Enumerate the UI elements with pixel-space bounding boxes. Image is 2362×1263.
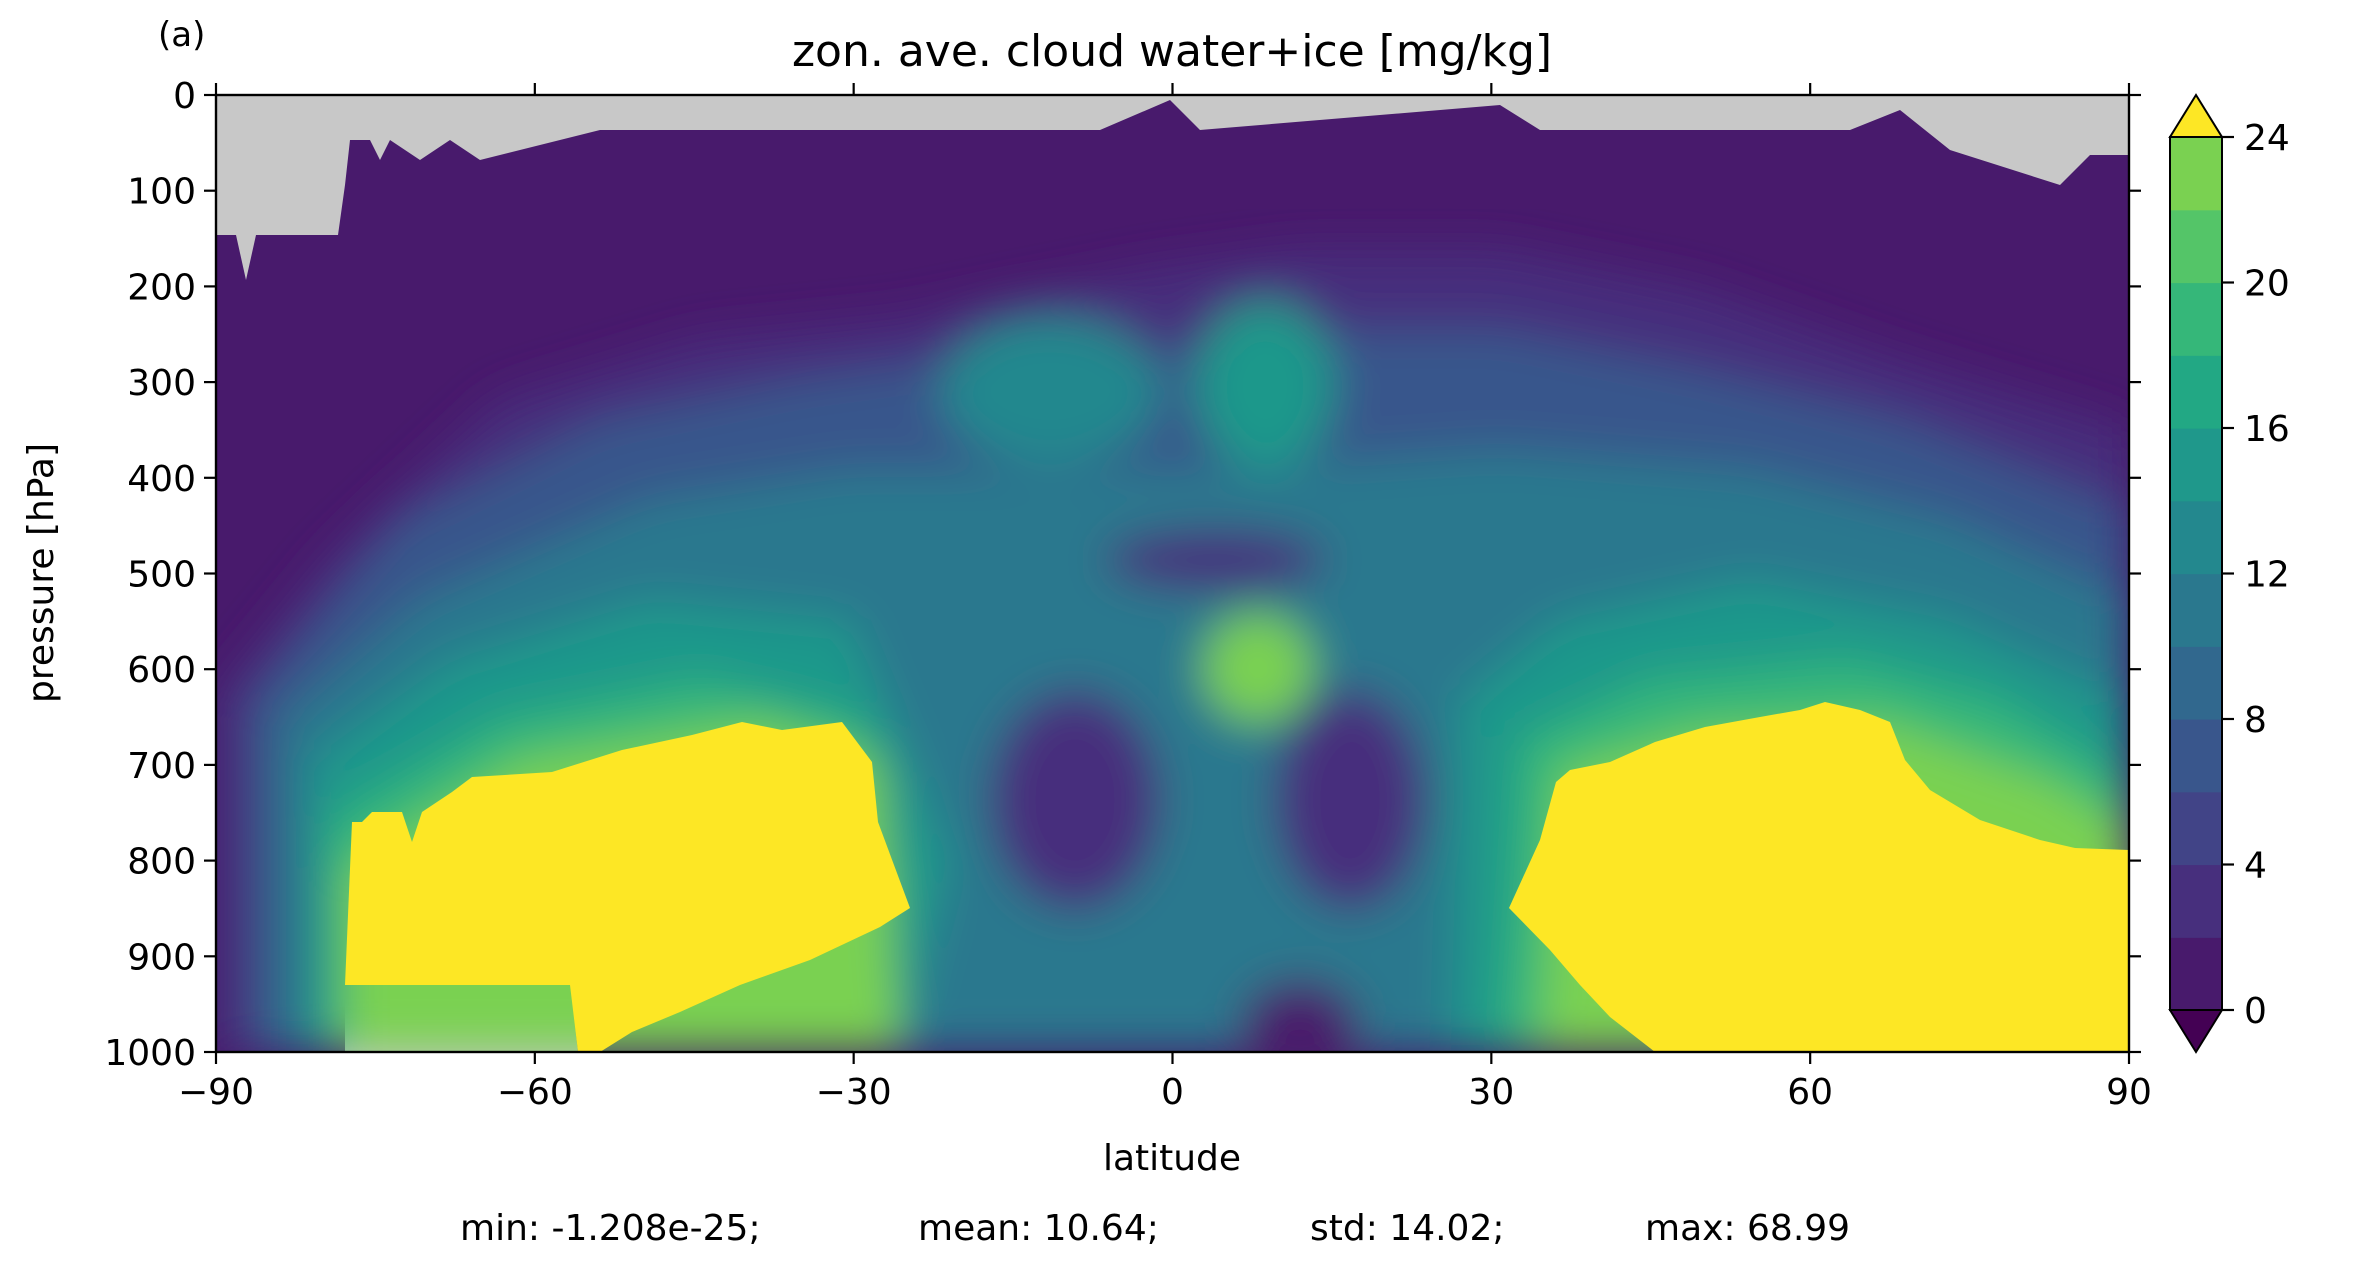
colorbar-tick-label: 24 <box>2244 118 2290 159</box>
upper-maximum-central <box>1195 300 1335 470</box>
y-tick-label: 400 <box>127 459 196 500</box>
colorbar-tick-label: 8 <box>2244 700 2267 741</box>
colorbar-tick-label: 4 <box>2244 846 2267 887</box>
y-tick-label: 1000 <box>104 1033 196 1074</box>
colorbar-band <box>2170 209 2222 284</box>
lower-minimum-west <box>990 690 1160 910</box>
x-tick-label: −30 <box>816 1072 892 1113</box>
colorbar-band <box>2170 937 2222 1011</box>
surface-minimum <box>1240 980 1360 1052</box>
y-axis: 0 100 200 300 400 500 600 700 800 900 1000 <box>104 76 2141 1074</box>
upper-maximum-west <box>940 315 1160 465</box>
colorbar-extend-min <box>2168 1009 2224 1054</box>
figure: (a) zon. ave. cloud water+ice [mg/kg] <box>21 15 2290 1179</box>
y-tick-label: 200 <box>127 267 196 308</box>
colorbar-band <box>2170 573 2222 647</box>
stat-std: std: 14.02; <box>1310 1208 1505 1249</box>
colorbar-band <box>2170 864 2222 938</box>
x-tick-label: −90 <box>178 1072 254 1113</box>
chart-title: zon. ave. cloud water+ice [mg/kg] <box>792 26 1552 77</box>
x-axis-label: latitude <box>1103 1138 1241 1179</box>
x-tick-label: 60 <box>1787 1072 1833 1113</box>
y-tick-label: 700 <box>127 746 196 787</box>
colorbar-tick-label: 20 <box>2244 264 2290 305</box>
summary-statistics: min: -1.208e-25; mean: 10.64; std: 14.02… <box>0 1208 2362 1258</box>
southern-maximum-region <box>345 722 910 1052</box>
colorbar-band <box>2170 646 2222 720</box>
colorbar-extend-max <box>2168 93 2224 138</box>
colorbar-band <box>2170 355 2222 429</box>
mid-maximum-central <box>1203 613 1313 723</box>
colorbar: 0 4 8 12 16 20 24 <box>2168 93 2290 1054</box>
colorbar-tick-label: 12 <box>2244 555 2290 596</box>
colorbar-band <box>2170 428 2222 502</box>
x-axis: −90 −60 −30 0 30 60 90 <box>178 83 2152 1113</box>
colorbar-band <box>2170 719 2222 793</box>
northern-maximum-region <box>1509 702 2129 1052</box>
x-tick-label: 30 <box>1468 1072 1514 1113</box>
y-tick-label: 600 <box>127 650 196 691</box>
stat-max: max: 68.99 <box>1645 1208 1851 1249</box>
stat-min: min: -1.208e-25; <box>460 1208 761 1249</box>
colorbar-band <box>2170 500 2222 575</box>
colorbar-band <box>2170 137 2222 211</box>
colorbar-tick-label: 0 <box>2244 991 2267 1032</box>
x-tick-label: −60 <box>497 1072 573 1113</box>
y-tick-label: 800 <box>127 842 196 883</box>
contour-field <box>216 95 2129 1052</box>
colorbar-tick-label: 16 <box>2244 409 2290 450</box>
colorbar-band <box>2170 791 2222 866</box>
y-tick-label: 900 <box>127 937 196 978</box>
y-tick-label: 500 <box>127 555 196 596</box>
mid-minimum <box>1105 530 1325 590</box>
x-tick-label: 90 <box>2106 1072 2152 1113</box>
y-axis-label: pressure [hPa] <box>21 443 62 703</box>
lower-minimum-east <box>1275 690 1425 910</box>
x-tick-label: 0 <box>1161 1072 1184 1113</box>
saturated-regions <box>345 702 2129 1052</box>
colorbar-band <box>2170 282 2222 356</box>
y-tick-label: 300 <box>127 363 196 404</box>
y-tick-label: 100 <box>127 172 196 213</box>
panel-label: (a) <box>158 15 205 55</box>
stat-mean: mean: 10.64; <box>918 1208 1159 1249</box>
y-tick-label: 0 <box>173 76 196 117</box>
